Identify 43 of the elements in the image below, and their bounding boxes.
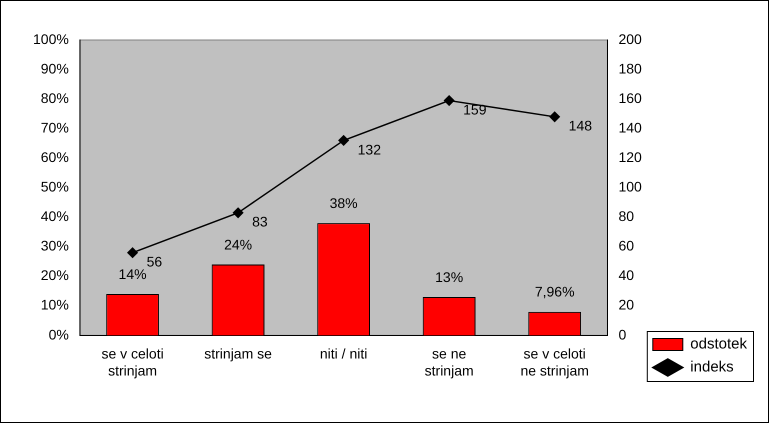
y2-tick-label: 80 bbox=[618, 208, 634, 224]
y-tick-label: 0% bbox=[48, 326, 69, 342]
y2-tick-label: 160 bbox=[618, 90, 642, 106]
y2-tick-label: 140 bbox=[618, 119, 642, 136]
legend-label: indeks bbox=[690, 358, 734, 376]
data-label: 132 bbox=[358, 141, 382, 158]
y-tick-label: 20% bbox=[40, 267, 69, 284]
point bbox=[444, 95, 454, 106]
x-tick-label: niti / niti bbox=[320, 346, 368, 362]
y2-tick-label: 40 bbox=[618, 267, 634, 284]
x-tick-label: se v celoti strinjam bbox=[101, 346, 164, 378]
y2-tick-label: 60 bbox=[618, 238, 634, 254]
y2-tick-label: 200 bbox=[618, 30, 642, 47]
x-tick-label: se v celoti ne strinjam bbox=[520, 346, 589, 378]
y2-tick-label: 180 bbox=[618, 60, 642, 76]
y2-tick-label: 120 bbox=[618, 149, 642, 166]
x-tick-label: se ne strinjam bbox=[424, 346, 474, 378]
y-tick-label: 50% bbox=[40, 178, 69, 195]
point bbox=[338, 135, 349, 146]
x-tick-label: strinjam se bbox=[204, 346, 272, 362]
y-tick-label: 40% bbox=[40, 208, 69, 224]
data-label: 38% bbox=[330, 195, 358, 212]
data-label: 13% bbox=[435, 268, 464, 285]
y-tick-label: 80% bbox=[40, 90, 69, 106]
data-label: 24% bbox=[224, 236, 252, 252]
y-tick-label: 30% bbox=[40, 238, 69, 254]
data-label: 7,96% bbox=[534, 284, 575, 300]
point bbox=[549, 112, 560, 122]
y-tick-label: 100% bbox=[32, 30, 69, 47]
data-label: 14% bbox=[118, 266, 147, 282]
y-tick-label: 70% bbox=[40, 119, 69, 136]
y2-tick-label: 100 bbox=[618, 178, 642, 195]
point bbox=[127, 247, 138, 258]
y2-tick-label: 20 bbox=[618, 296, 634, 313]
y2-tick-label: 0 bbox=[618, 326, 626, 342]
data-label: 83 bbox=[252, 214, 268, 230]
data-label: 56 bbox=[146, 254, 162, 270]
legend-label: odstotek bbox=[690, 336, 748, 353]
y-tick-label: 90% bbox=[40, 60, 69, 76]
point bbox=[232, 208, 244, 218]
y-tick-label: 10% bbox=[40, 296, 69, 313]
y-tick-label: 60% bbox=[40, 149, 69, 166]
data-label: 148 bbox=[568, 118, 592, 134]
